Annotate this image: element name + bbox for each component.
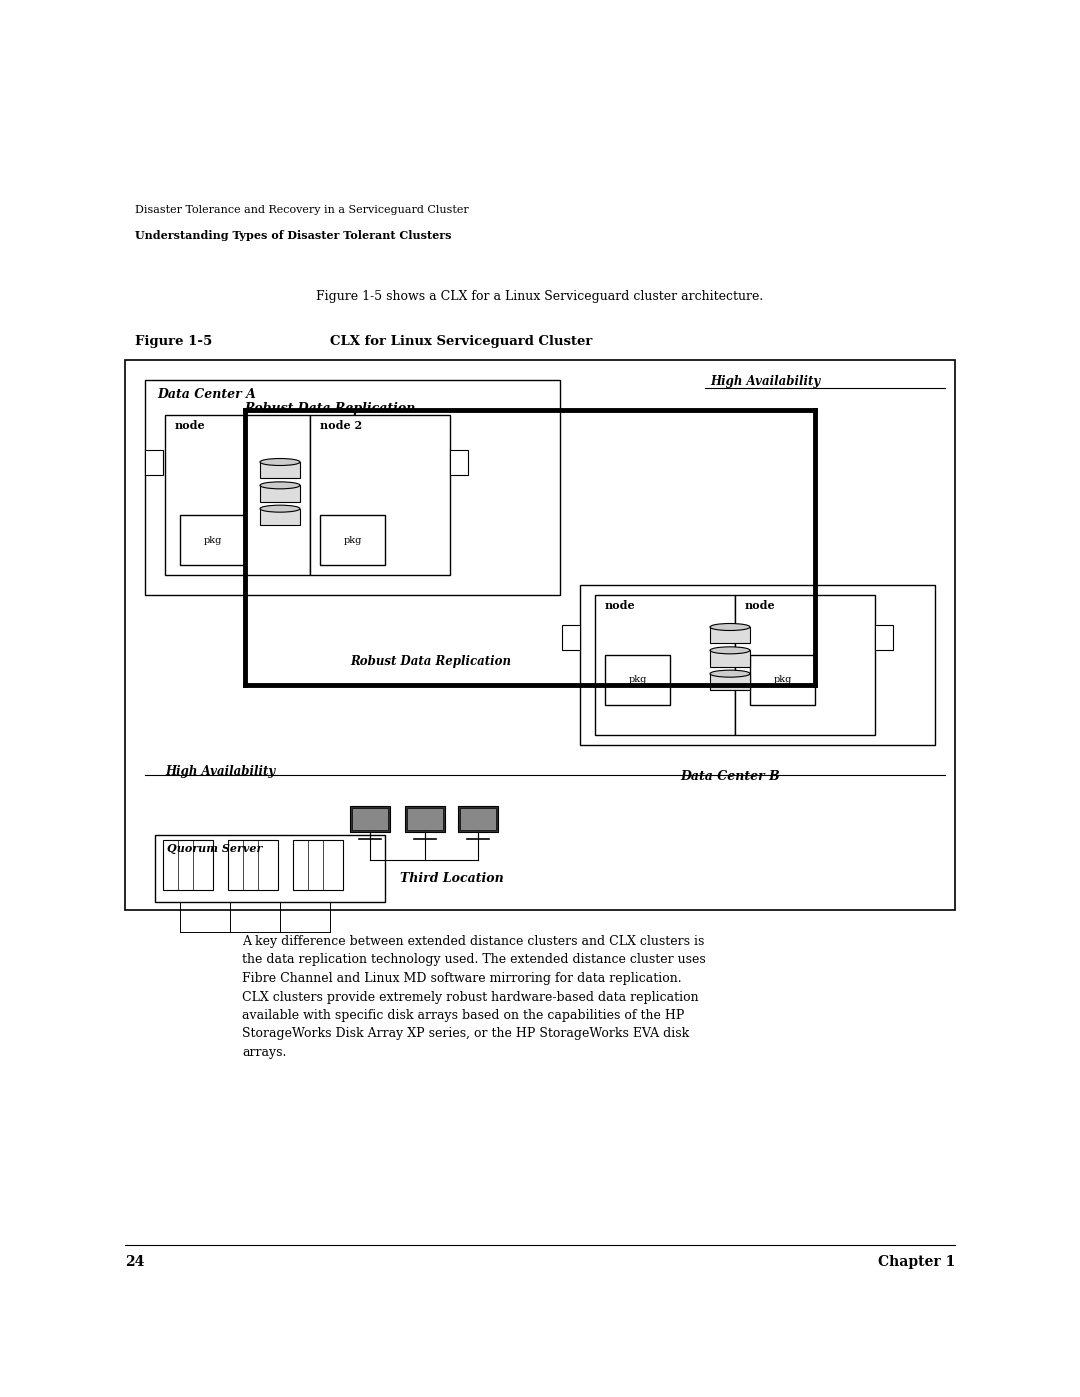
Bar <box>260 485 300 502</box>
Text: Disaster Tolerance and Recovery in a Serviceguard Cluster: Disaster Tolerance and Recovery in a Ser… <box>135 205 469 215</box>
Bar <box>407 807 443 830</box>
Text: pkg: pkg <box>203 535 221 545</box>
Ellipse shape <box>710 671 750 678</box>
Ellipse shape <box>260 458 300 465</box>
Bar <box>450 450 468 475</box>
Text: High Availability: High Availability <box>710 374 820 388</box>
Bar <box>125 360 955 909</box>
Text: CLX clusters provide extremely robust hardware-based data replication: CLX clusters provide extremely robust ha… <box>242 990 699 1003</box>
Bar <box>260 509 300 525</box>
Bar <box>320 515 384 564</box>
Text: Chapter 1: Chapter 1 <box>878 1255 955 1268</box>
Text: Robust Data Replication: Robust Data Replication <box>244 402 416 415</box>
Bar <box>350 806 390 833</box>
Text: High Availability: High Availability <box>165 766 275 778</box>
Bar <box>310 415 450 576</box>
Text: Data Center B: Data Center B <box>680 770 780 782</box>
Bar <box>458 806 498 833</box>
Text: A key difference between extended distance clusters and CLX clusters is: A key difference between extended distan… <box>242 935 704 949</box>
Bar <box>405 806 445 833</box>
Text: Third Location: Third Location <box>400 872 503 886</box>
Bar <box>710 673 750 690</box>
Bar <box>710 627 750 644</box>
Text: node: node <box>745 599 775 610</box>
Text: available with specific disk arrays based on the capabilities of the HP: available with specific disk arrays base… <box>242 1009 685 1023</box>
Ellipse shape <box>260 506 300 513</box>
Ellipse shape <box>710 623 750 630</box>
Bar <box>595 595 735 735</box>
Bar <box>293 840 343 890</box>
Text: pkg: pkg <box>343 535 362 545</box>
Text: arrays.: arrays. <box>242 1046 286 1059</box>
Text: Robust Data Replication: Robust Data Replication <box>350 655 511 668</box>
Bar <box>145 380 561 595</box>
Bar <box>580 585 935 745</box>
Bar <box>352 807 388 830</box>
Bar <box>163 840 213 890</box>
Text: Fibre Channel and Linux MD software mirroring for data replication.: Fibre Channel and Linux MD software mirr… <box>242 972 681 985</box>
Bar <box>605 655 670 705</box>
Text: CLX for Linux Serviceguard Cluster: CLX for Linux Serviceguard Cluster <box>330 335 592 348</box>
Text: Data Center A: Data Center A <box>157 388 256 401</box>
Bar <box>562 624 580 650</box>
Text: 24: 24 <box>125 1255 145 1268</box>
Bar <box>710 651 750 666</box>
Text: node: node <box>175 420 205 432</box>
Bar <box>460 807 496 830</box>
Bar <box>875 624 893 650</box>
Bar <box>228 840 278 890</box>
Text: Quorum Server: Quorum Server <box>167 842 262 854</box>
Text: Figure 1-5 shows a CLX for a Linux Serviceguard cluster architecture.: Figure 1-5 shows a CLX for a Linux Servi… <box>316 291 764 303</box>
Text: node: node <box>605 599 636 610</box>
Text: pkg: pkg <box>629 676 647 685</box>
Text: StorageWorks Disk Array XP series, or the HP StorageWorks EVA disk: StorageWorks Disk Array XP series, or th… <box>242 1028 689 1041</box>
Ellipse shape <box>260 482 300 489</box>
Text: the data replication technology used. The extended distance cluster uses: the data replication technology used. Th… <box>242 954 705 967</box>
Text: node 2: node 2 <box>320 420 362 432</box>
Text: Understanding Types of Disaster Tolerant Clusters: Understanding Types of Disaster Tolerant… <box>135 231 451 242</box>
Bar <box>750 655 815 705</box>
Bar <box>735 595 875 735</box>
Bar <box>156 835 384 902</box>
Bar <box>145 450 163 475</box>
Bar <box>165 415 310 576</box>
Bar <box>260 462 300 478</box>
Bar <box>180 515 245 564</box>
Text: pkg: pkg <box>773 676 792 685</box>
Text: Figure 1-5: Figure 1-5 <box>135 335 213 348</box>
Ellipse shape <box>710 647 750 654</box>
